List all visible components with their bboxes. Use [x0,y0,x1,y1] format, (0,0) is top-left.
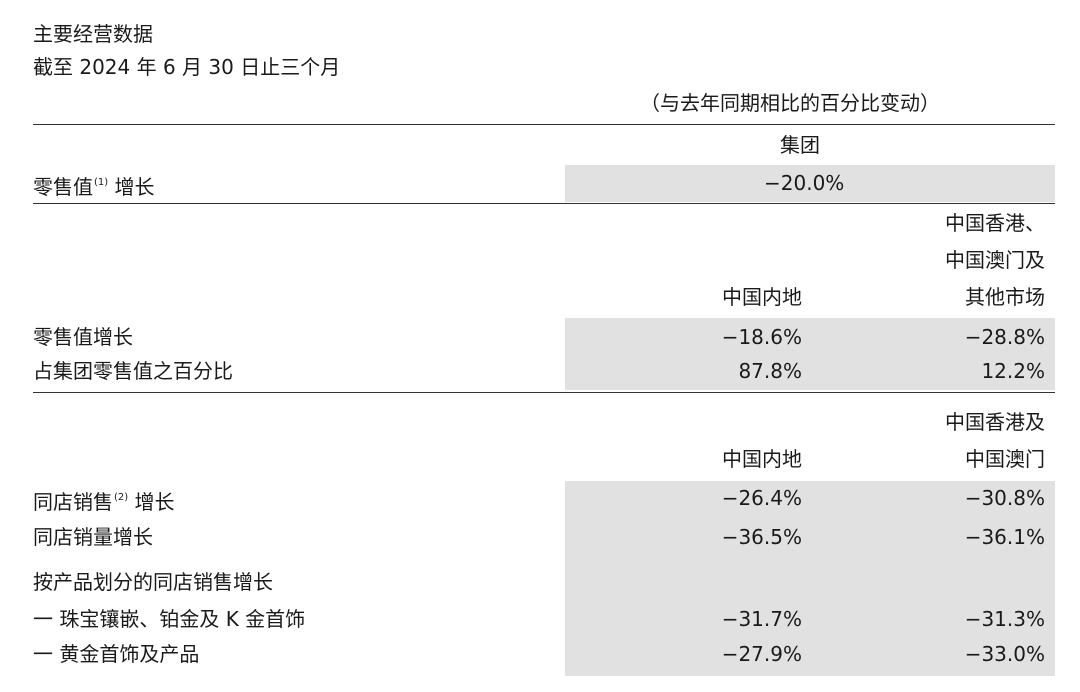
section3-col2-header-line2: 中国澳门 [965,447,1045,471]
group-value-shade [565,165,1055,202]
row-gem-set-label: 一 珠宝镶嵌、铂金及 K 金首饰 [33,607,306,631]
row-retail-growth-label: 零售值增长 [33,325,133,349]
by-product-subheading: 按产品划分的同店销售增长 [33,570,273,594]
row-retail-growth-hk-macau: −28.8% [964,325,1045,349]
section3-col1-header: 中国内地 [722,447,802,471]
row-gold-label: 一 黄金首饰及产品 [33,642,200,666]
section3-value-shade [565,481,1055,676]
section2-rule [33,203,1055,204]
section2-value-shade [565,318,1055,390]
section3-col2-header-line1: 中国香港及 [945,410,1045,434]
row-share-mainland: 87.8% [738,359,802,383]
row-sss-growth-label: 同店销售(2) 增长 [33,490,175,514]
row-share-label: 占集团零售值之百分比 [33,359,233,383]
row-gold-mainland: −27.9% [721,642,802,666]
row-sss-volume-hk-macau: −36.1% [964,525,1045,549]
footnote-1-marker: (1) [94,177,109,188]
group-column-header: 集团 [780,133,820,157]
row-sss-growth-hk-macau: −30.8% [964,486,1045,510]
row-share-hk-macau: 12.2% [981,359,1045,383]
row-retail-growth-mainland: −18.6% [721,325,802,349]
row-gem-set-mainland: −31.7% [721,607,802,631]
section2-col1-header: 中国内地 [722,285,802,309]
section3-rule [33,392,1055,393]
row-gold-hk-macau: −33.0% [964,642,1045,666]
row-sss-volume-label: 同店销量增长 [33,525,153,549]
group-row-label: 零售值(1) 增长 [33,175,155,199]
row-sss-volume-mainland: −36.5% [721,525,802,549]
footnote-2-marker: (2) [114,492,129,503]
page-title: 主要经营数据 [33,22,153,46]
section2-col2-header-line2: 中国澳门及 [945,248,1045,272]
group-retail-value: −20.0% [764,171,845,195]
section2-col2-header-line3: 其他市场 [965,285,1045,309]
row-gem-set-hk-macau: −31.3% [964,607,1045,631]
period-label: 截至 2024 年 6 月 30 日止三个月 [33,55,341,79]
row-sss-growth-mainland: −26.4% [721,486,802,510]
top-rule [33,124,1055,125]
section2-col2-header-line1: 中国香港、 [945,211,1045,235]
comparison-note: （与去年同期相比的百分比变动） [640,91,940,115]
